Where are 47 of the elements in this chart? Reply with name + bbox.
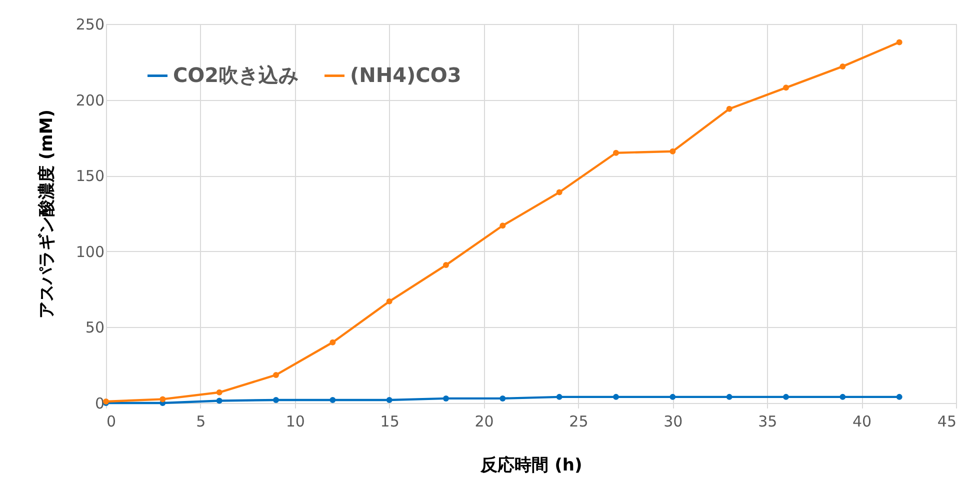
x-tick-label: 35 [758,412,778,430]
point [443,262,449,268]
point [613,394,619,400]
point [330,396,336,403]
point [670,148,676,154]
point [500,395,506,402]
point [896,39,902,46]
legend-label: (NH4)CO3 [350,62,462,87]
x-tick-label: 45 [937,412,956,430]
point [896,394,902,400]
point [726,106,732,112]
point [783,84,789,91]
point [273,396,279,403]
y-tick-label: 250 [76,16,104,34]
y-tick-label: 150 [76,167,104,186]
x-tick-label: 40 [852,412,872,430]
point [783,394,789,400]
point [160,396,166,402]
x-tick-label: 20 [474,412,494,430]
point [840,394,846,400]
point [500,222,506,229]
point [443,395,449,402]
point [386,298,392,304]
point [216,389,222,396]
legend-label: CO2吹き込み [173,62,299,87]
x-tick-label: 0 [106,412,116,430]
y-axis-title: アスパラギン酸濃度 (mM) [36,109,57,319]
point [840,63,846,70]
x-axis-title: 反応時間 (h) [480,456,582,476]
x-tick-label: 5 [196,412,206,430]
y-tick-label: 50 [85,318,104,337]
y-tick-label: 0 [94,394,104,412]
point [216,398,222,404]
point [273,372,279,378]
point [386,396,392,403]
point [670,394,676,400]
point [556,394,562,400]
point [556,189,562,196]
y-tick-label: 200 [76,91,104,110]
x-tick-label: 15 [380,412,400,430]
point [330,339,336,346]
x-tick-label: 10 [286,412,305,430]
x-tick-label: 30 [664,412,683,430]
x-tick-label: 25 [569,412,588,430]
point [726,394,732,400]
y-tick-label: 100 [76,242,104,261]
point [613,150,619,156]
